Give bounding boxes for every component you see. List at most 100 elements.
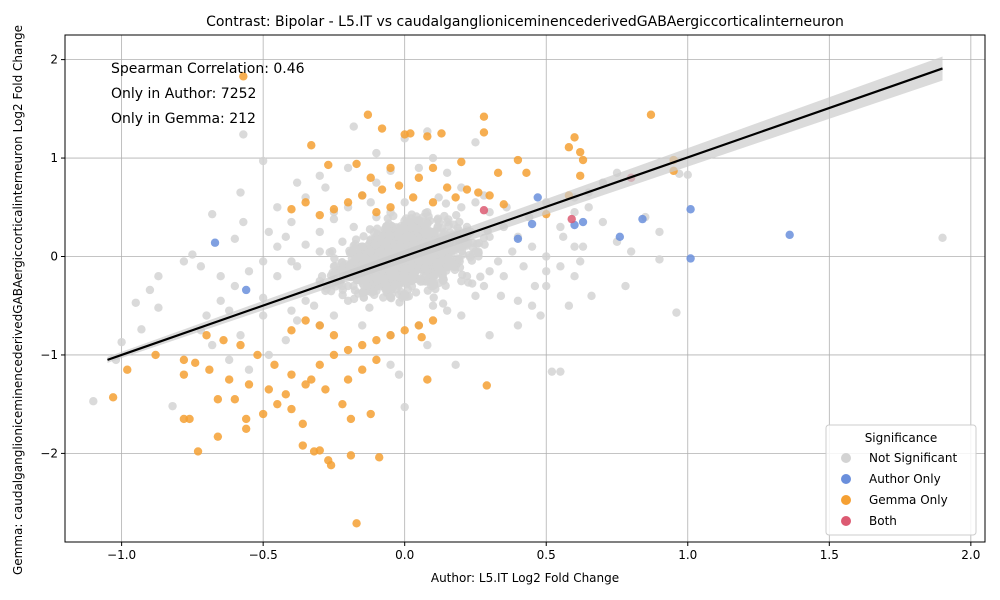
density-point [365,303,374,312]
point-gemma-only [372,208,381,217]
point-not-significant [479,281,489,291]
point-not-significant [301,240,310,249]
point-not-significant [428,281,438,291]
point-gemma-only [482,381,491,390]
point-gemma-only [442,183,452,192]
x-tick-label: 1.5 [820,548,839,562]
y-tick-label: 0 [50,250,58,264]
point-gemma-only [377,124,387,133]
x-tick-label: 0.0 [395,548,414,562]
y-tick-label: −2 [40,446,58,460]
point-not-significant [321,183,330,192]
point-gemma-only [479,112,489,121]
point-not-significant [556,367,565,376]
point-gemma-only [329,331,339,340]
point-not-significant [89,397,98,406]
x-tick-label: 1.0 [678,548,697,562]
point-not-significant [400,291,409,301]
point-gemma-only [253,350,262,360]
point-gemma-only [108,393,118,402]
point-not-significant [281,335,290,345]
point-gemma-only [202,331,211,340]
point-gemma-only [273,399,282,409]
x-tick-label: 2.0 [961,548,980,562]
y-axis-label: Gemma: caudalganglioniceminencederivedGA… [11,25,25,575]
point-gemma-only [343,198,353,207]
density-point [420,263,430,273]
point-author-only [527,219,537,229]
point-gemma-only [287,205,296,214]
point-not-significant [547,367,557,376]
point-gemma-only [513,155,523,165]
point-gemma-only [191,358,200,368]
density-point [358,288,367,297]
density-point [480,240,489,249]
density-point [391,272,400,281]
point-not-significant [400,198,409,207]
point-not-significant [445,262,455,271]
point-gemma-only [358,191,367,200]
point-gemma-only [372,355,381,365]
point-not-significant [329,311,339,320]
point-not-significant [485,331,494,340]
point-gemma-only [301,316,310,325]
density-point [386,292,395,302]
point-gemma-only [414,173,424,182]
x-tick-label: −0.5 [249,548,278,562]
point-gemma-only [329,205,339,214]
point-not-significant [224,355,234,365]
point-not-significant [154,303,163,312]
point-not-significant [287,217,296,227]
legend-box [825,424,977,536]
point-not-significant [519,262,528,271]
point-gemma-only [244,380,254,389]
density-point [472,239,482,248]
point-not-significant [428,227,438,237]
density-point [407,210,416,219]
point-gemma-only [241,414,251,424]
point-gemma-only [346,414,356,424]
point-not-significant [672,308,681,317]
point-gemma-only [287,326,296,335]
point-not-significant [556,262,565,271]
point-not-significant [343,281,353,291]
point-not-significant [366,247,375,256]
point-not-significant [394,232,404,242]
point-not-significant [485,232,494,242]
point-gemma-only [406,129,415,138]
point-not-significant [258,293,268,303]
point-not-significant [202,311,211,320]
point-not-significant [179,257,189,266]
point-gemma-only [414,321,424,330]
x-axis-label: Author: L5.IT Log2 Fold Change [431,571,619,585]
point-not-significant [244,365,254,374]
point-not-significant [292,178,302,187]
density-point [356,253,366,262]
point-gemma-only [493,168,503,178]
point-not-significant [683,170,692,179]
point-gemma-only [372,335,381,345]
point-not-significant [457,311,466,320]
point-not-significant [236,331,245,340]
point-not-significant [542,281,551,291]
point-gemma-only [522,168,531,178]
point-gemma-only [437,129,446,138]
legend-marker-not-significant [841,453,851,463]
point-gemma-only [301,380,310,389]
point-gemma-only [428,198,438,207]
point-not-significant [530,281,540,291]
point-gemma-only [386,203,395,212]
point-not-significant [471,291,480,301]
point-gemma-only [264,385,274,394]
density-point [432,259,441,269]
point-gemma-only [576,171,585,180]
density-point [330,254,339,263]
point-gemma-only [329,350,339,360]
point-gemma-only [281,390,290,399]
density-point [362,275,371,284]
x-tick-label: 0.5 [537,548,556,562]
point-not-significant [301,296,310,306]
point-not-significant [493,257,503,266]
point-gemma-only [394,181,404,190]
point-not-significant [137,325,146,334]
